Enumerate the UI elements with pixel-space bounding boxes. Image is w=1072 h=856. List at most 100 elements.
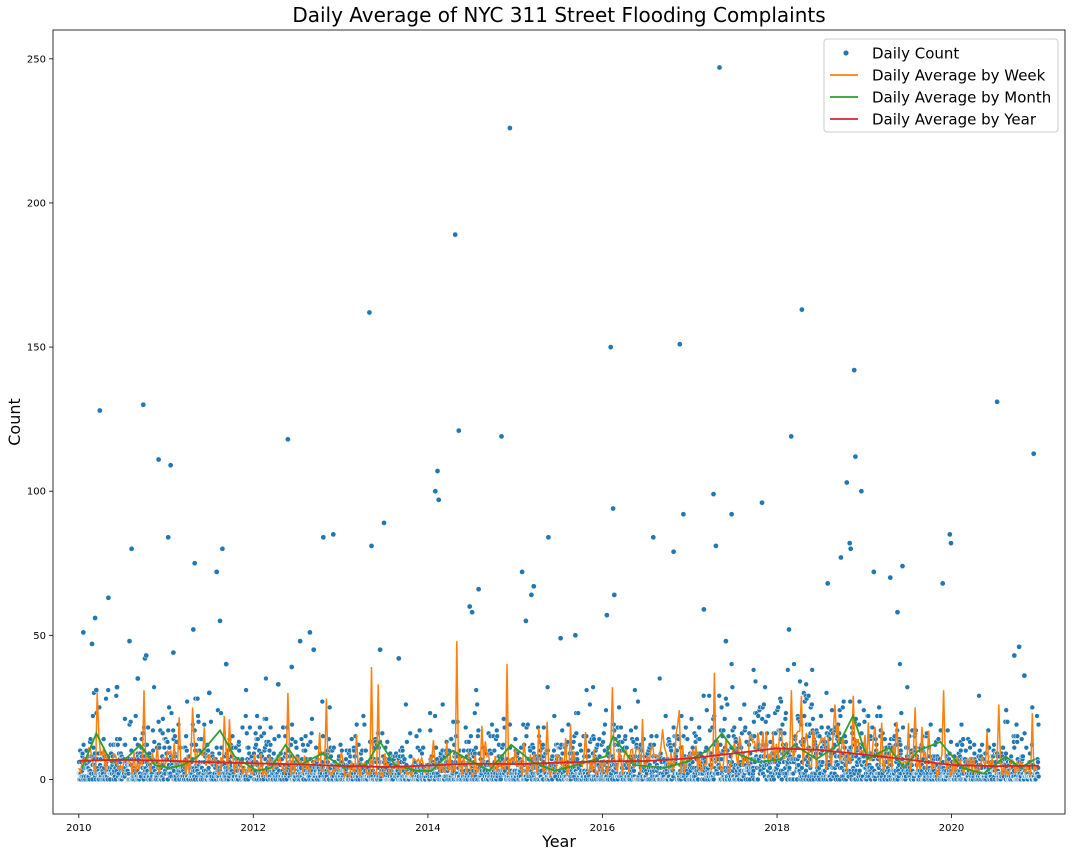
daily-count-point: [870, 569, 877, 575]
daily-count-point: [114, 684, 120, 691]
daily-count-point: [713, 543, 719, 549]
daily-count-point: [604, 612, 610, 618]
daily-count-point: [1019, 736, 1025, 742]
daily-count-point: [501, 716, 507, 722]
daily-count-point: [271, 736, 278, 742]
daily-count-point: [500, 742, 506, 748]
daily-count-point: [729, 684, 736, 690]
daily-count-point: [572, 632, 579, 639]
daily-count-point: [876, 704, 882, 711]
daily-count-point: [327, 704, 333, 711]
daily-count-point: [894, 609, 901, 616]
daily-count-point: [247, 724, 253, 731]
daily-count-point: [809, 701, 815, 708]
daily-count-point: [900, 724, 906, 731]
legend-marker: [842, 49, 850, 57]
daily-count-point: [785, 667, 791, 673]
daily-count-point: [219, 545, 226, 552]
daily-count-point: [1003, 750, 1009, 757]
daily-count-point: [668, 747, 674, 754]
daily-count-point: [680, 511, 687, 518]
daily-count-point: [939, 580, 946, 587]
daily-count-point: [958, 721, 965, 728]
daily-count-point: [574, 750, 580, 757]
daily-count-point: [1013, 721, 1020, 728]
daily-count-point: [948, 540, 954, 546]
daily-count-point: [472, 710, 478, 716]
daily-count-point: [577, 742, 583, 748]
daily-count-point: [799, 306, 805, 313]
daily-count-point: [724, 701, 730, 708]
daily-count-point: [945, 727, 951, 734]
daily-count-point: [455, 427, 462, 434]
daily-count-point: [704, 707, 710, 713]
legend: Daily Count Daily Average by Week Daily Av…: [823, 38, 1059, 133]
daily-count-point: [657, 675, 663, 682]
daily-count-point: [1011, 745, 1017, 751]
daily-count-point: [498, 433, 505, 440]
daily-count-point: [302, 747, 308, 754]
daily-count-point: [631, 768, 637, 774]
daily-count-point: [183, 733, 189, 739]
daily-count-point: [857, 768, 863, 774]
daily-count-point: [407, 730, 413, 736]
daily-count-point: [851, 367, 858, 373]
daily-count-point: [991, 742, 997, 748]
daily-count-point: [861, 707, 867, 713]
daily-count-point: [650, 534, 657, 541]
daily-count-point: [829, 707, 835, 713]
daily-count-point: [466, 603, 473, 610]
daily-count-point: [363, 747, 369, 754]
daily-count-point: [1016, 643, 1022, 650]
daily-count-point: [946, 531, 953, 538]
daily-count-point: [967, 739, 973, 745]
daily-count-point: [167, 462, 174, 469]
daily-count-point: [132, 736, 138, 742]
daily-count-point: [276, 733, 282, 739]
daily-count-point: [670, 724, 677, 731]
daily-count-point: [463, 724, 469, 731]
daily-count-point: [765, 713, 772, 719]
daily-count-point: [307, 739, 314, 745]
y-tick-label: 100: [27, 487, 46, 498]
daily-count-point: [300, 742, 306, 748]
daily-count-point: [293, 745, 300, 751]
daily-count-point: [731, 724, 737, 731]
y-tick-label: 0: [40, 775, 46, 786]
daily-count-point: [420, 745, 426, 751]
daily-count-point: [1034, 713, 1040, 719]
daily-count-point: [194, 696, 201, 702]
daily-count-point: [164, 739, 171, 745]
daily-count-point: [711, 776, 717, 783]
daily-count-point: [271, 750, 277, 757]
daily-count-point: [688, 716, 695, 722]
daily-count-point: [837, 713, 844, 719]
daily-count-point: [762, 684, 768, 690]
y-tick-label: 150: [27, 343, 46, 354]
daily-count-point: [172, 733, 178, 739]
daily-count-point: [170, 727, 176, 734]
daily-count-point: [491, 747, 498, 754]
daily-count-point: [191, 560, 198, 567]
daily-count-point: [195, 719, 202, 725]
daily-count-point: [432, 488, 439, 495]
daily-count-point: [779, 721, 786, 728]
daily-count-point: [427, 727, 433, 734]
daily-count-point: [170, 649, 177, 656]
y-tick-label: 50: [33, 631, 46, 642]
daily-count-point: [818, 713, 824, 719]
daily-count-point: [366, 309, 373, 316]
daily-count-point: [117, 736, 123, 742]
daily-count-point: [971, 742, 977, 748]
daily-count-point: [846, 540, 853, 546]
daily-count-point: [723, 638, 729, 644]
daily-count-point: [168, 710, 175, 716]
daily-count-point: [618, 724, 624, 731]
daily-count-point: [728, 511, 735, 518]
daily-count-point: [223, 661, 230, 667]
daily-count-point: [1011, 652, 1018, 659]
daily-count-point: [634, 736, 640, 742]
daily-count-point: [610, 505, 616, 512]
daily-count-point: [823, 690, 830, 696]
daily-count-point: [963, 747, 969, 754]
